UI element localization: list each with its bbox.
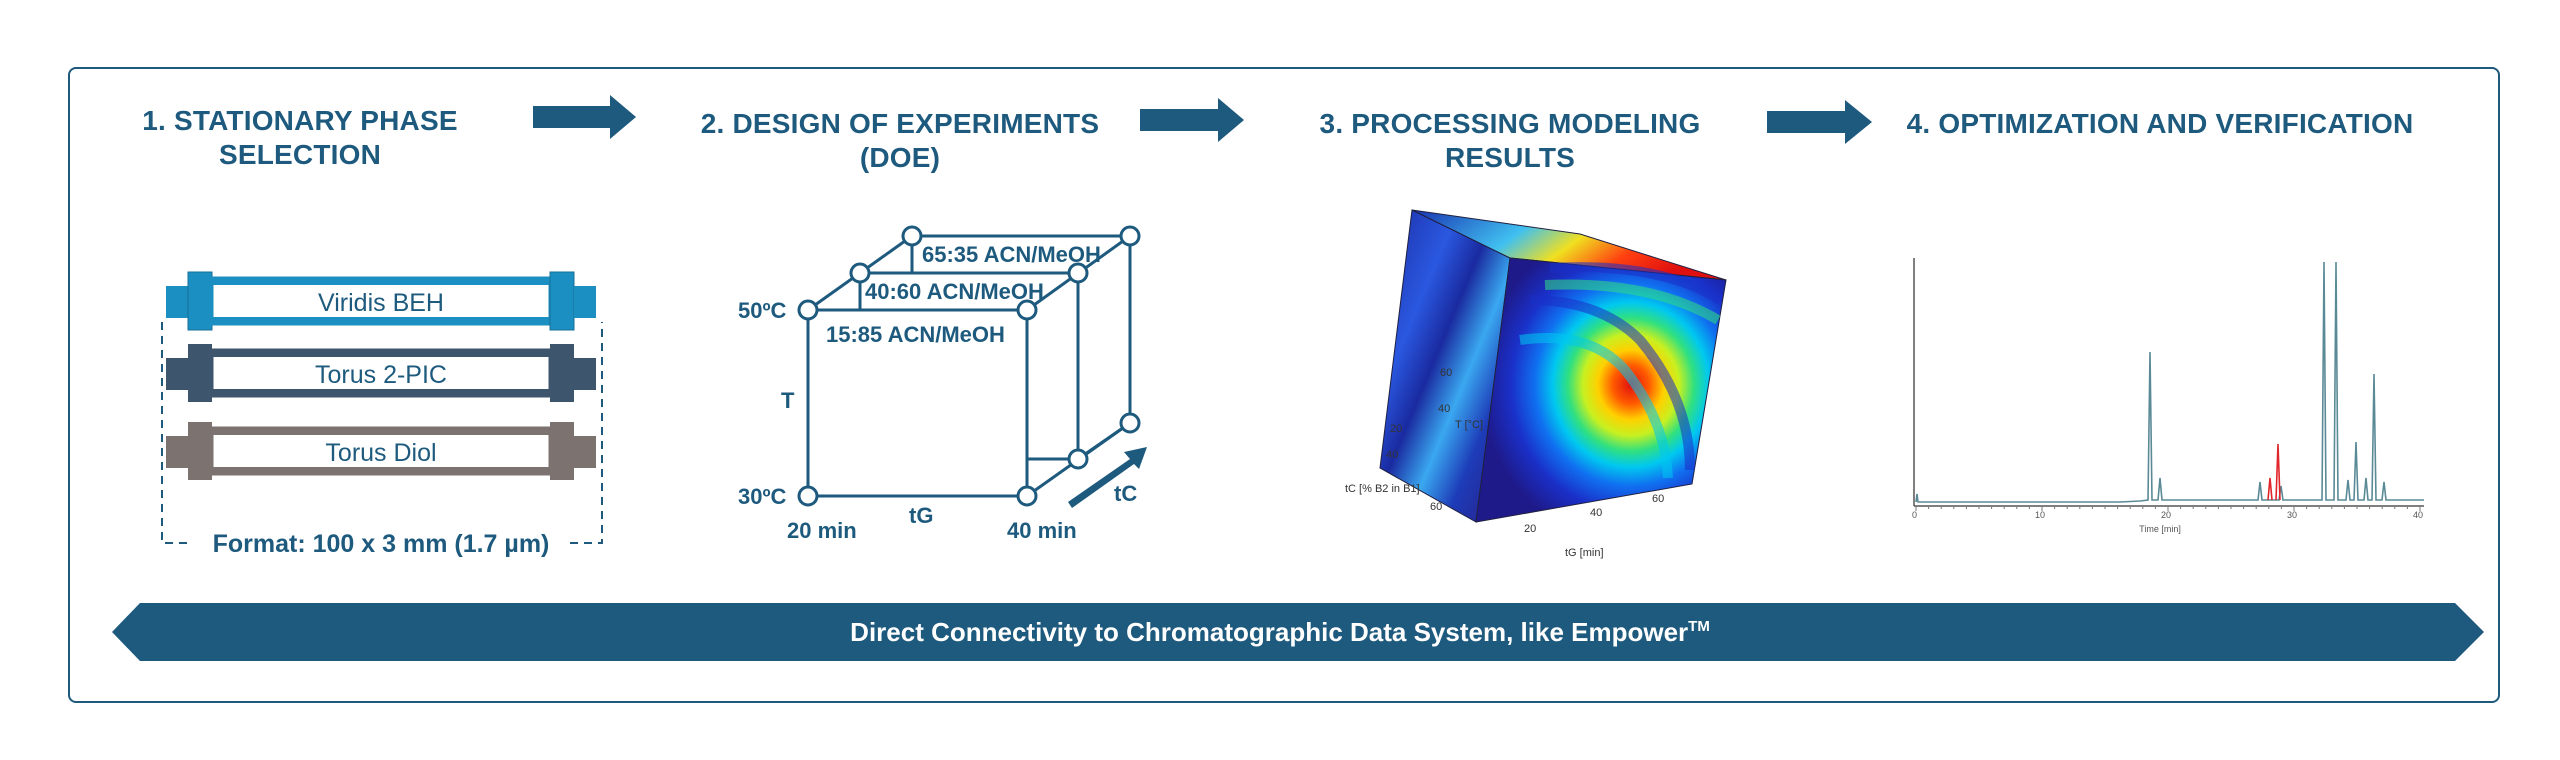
step-2-title: 2. DESIGN OF EXPERIMENTS (DOE): [680, 107, 1120, 175]
model-tick-20b: 20: [1524, 523, 1536, 535]
step-2-title-line1: 2. DESIGN OF EXPERIMENTS: [700, 108, 1100, 139]
model-tick-60a: 60: [1430, 501, 1442, 513]
step-1-title-line2: SELECTION: [218, 139, 382, 170]
chrom-x-label: Time [min]: [2139, 524, 2181, 534]
column-torus-diol: Torus Diol: [166, 422, 596, 480]
step-2-title-line2: (DOE): [859, 142, 941, 173]
chrom-trace: [1915, 261, 2424, 503]
model-tick-60b: 60: [1652, 493, 1664, 505]
chrom-tick-label-0: 0: [1912, 510, 1917, 520]
model-tick-40b: 40: [1590, 507, 1602, 519]
chrom-tick-label-20: 20: [2161, 510, 2171, 520]
chrom-ticks: [1915, 506, 2421, 511]
model-axis-tg: tG [min]: [1565, 547, 1604, 559]
step-1-title: 1. STATIONARY PHASE SELECTION: [100, 104, 500, 172]
chrom-tick-label-30: 30: [2287, 510, 2297, 520]
step-4-title-line1: 4. OPTIMIZATION AND VERIFICATION: [1906, 108, 2414, 139]
step-arrow-icon-3: [1767, 100, 1872, 144]
time-high-label: 40 min: [1007, 518, 1077, 543]
model-axis-t: T [°C]: [1455, 419, 1483, 431]
model-cube-front-face: [1475, 257, 1727, 523]
tc-arrow-icon: [1068, 447, 1147, 508]
workflow-frame: [68, 67, 2500, 703]
column-format-label: Format: 100 x 3 mm (1.7 µm): [213, 530, 550, 558]
step-3-title: 3. PROCESSING MODELING RESULTS: [1290, 107, 1730, 175]
model-tick-20a: 20: [1390, 423, 1402, 435]
step-3-title-line1: 3. PROCESSING MODELING: [1319, 108, 1701, 139]
model-tick-40a: 40: [1386, 449, 1398, 461]
connectivity-banner: [112, 603, 2484, 661]
chrom-highlight-peak: [2267, 443, 2281, 501]
column-stack: Viridis BEH Torus 2-PIC Torus Diol Forma…: [161, 271, 603, 558]
temp-axis-label: T: [781, 388, 795, 413]
step-4-title: 4. OPTIMIZATION AND VERIFICATION: [1880, 107, 2440, 141]
doe-points: [797, 225, 1141, 507]
model-tick-60c: 60: [1440, 367, 1452, 379]
column-torus-2-pic: Torus 2-PIC: [166, 344, 596, 402]
chrom-tick-label-10: 10: [2035, 510, 2045, 520]
temp-high-label: 50ºC: [738, 298, 787, 323]
format-bracket: [161, 322, 603, 544]
temp-low-label: 30ºC: [738, 484, 787, 509]
solvent-label-3: 15:85 ACN/MeOH: [826, 322, 1005, 347]
solvent-label-1: 65:35 ACN/MeOH: [922, 242, 1101, 267]
model-tick-40c: 40: [1438, 403, 1450, 415]
chromatogram: 0 10 20 30 40 Time [min]: [1912, 258, 2424, 534]
column-label-torus-diol: Torus Diol: [325, 439, 436, 467]
step-3-title-line2: RESULTS: [1445, 142, 1575, 173]
time-axis-label: tG: [909, 503, 933, 528]
column-viridis-beh: Viridis BEH: [166, 271, 596, 331]
chrom-tick-label-40: 40: [2413, 510, 2423, 520]
step-1-title-line1: 1. STATIONARY PHASE: [142, 105, 458, 136]
comp-axis-label: tC: [1114, 481, 1137, 506]
model-axis-tc: tC [% B2 in B1]: [1345, 483, 1420, 495]
doe-labels: 50ºC 30ºC T 20 min 40 min tG tC 65:35 AC…: [738, 242, 1137, 543]
step-arrow-icon-2: [1140, 98, 1244, 142]
column-label-viridis-beh: Viridis BEH: [318, 289, 444, 317]
time-low-label: 20 min: [787, 518, 857, 543]
model-cube: 20 40 60 20 40 60 40 60 T [°C] tC [% B2 …: [1345, 209, 1727, 559]
solvent-label-2: 40:60 ACN/MeOH: [865, 279, 1044, 304]
column-label-torus-2-pic: Torus 2-PIC: [315, 361, 447, 389]
step-arrow-icon-1: [533, 95, 636, 139]
connectivity-banner-text: Direct Connectivity to Chromatographic D…: [850, 617, 1710, 647]
